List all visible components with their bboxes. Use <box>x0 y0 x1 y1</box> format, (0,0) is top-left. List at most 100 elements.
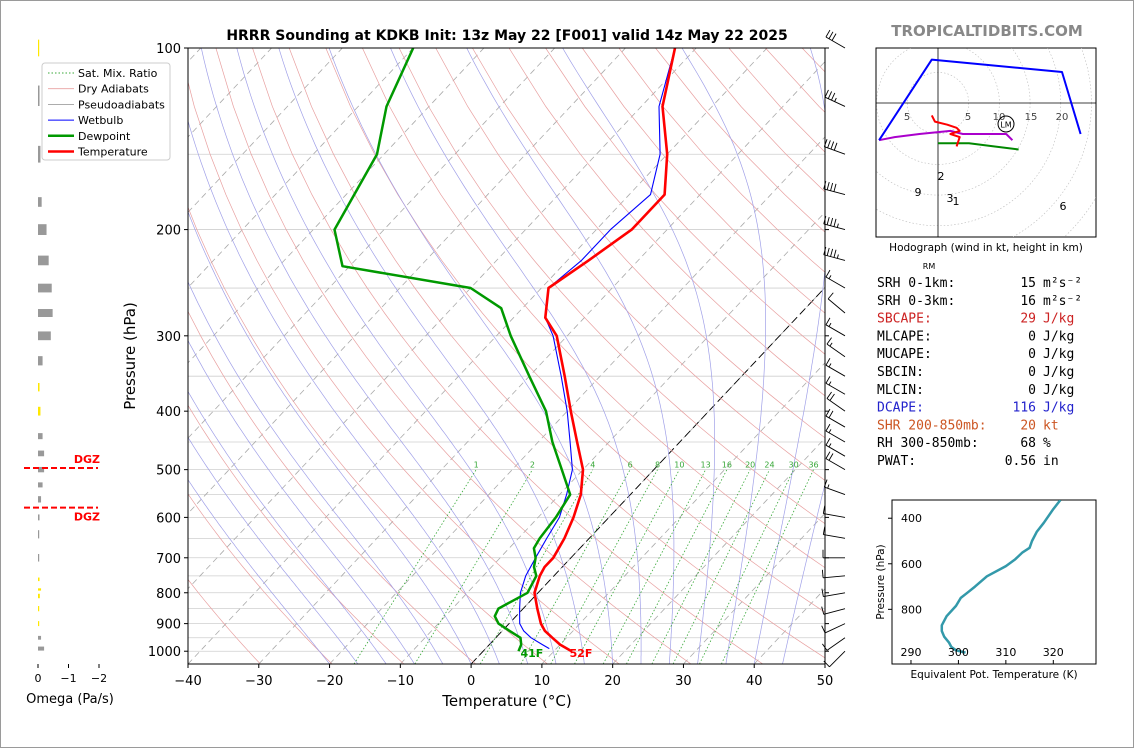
wind-barb <box>821 623 846 634</box>
isotherm-line <box>188 48 485 364</box>
x-tick-label: 30 <box>675 674 692 689</box>
wind-barb <box>825 423 846 443</box>
wind-barb-half-flag <box>827 484 830 489</box>
x-tick-label: 10 <box>534 674 551 689</box>
wind-barb-flag <box>825 438 831 446</box>
index-unit: % <box>1043 436 1051 451</box>
chart-title: HRRR Sounding at KDKB Init: 13z May 22 [… <box>226 28 787 44</box>
wind-barb <box>821 606 846 615</box>
mixing-ratio-label: 8 <box>655 461 660 470</box>
wind-barb-flag <box>826 247 830 256</box>
omega-bar <box>38 482 43 488</box>
wind-barb <box>823 139 846 155</box>
omega-bar <box>38 593 40 599</box>
theta-e-x-tick-label: 300 <box>948 646 969 659</box>
hodograph-trace <box>930 114 961 147</box>
wind-barb <box>825 317 846 337</box>
wind-barb-flag <box>830 248 834 257</box>
dry-adiabat <box>508 48 825 397</box>
mixing-ratio-label: 16 <box>722 461 732 470</box>
pseudoadiabat <box>188 119 500 664</box>
mixing-ratio-label: 1 <box>474 461 479 470</box>
hodograph-frame <box>875 47 1097 238</box>
isotherm-line <box>400 211 825 664</box>
wind-barb-flag <box>825 408 831 417</box>
wind-barb-staff <box>823 575 846 579</box>
wind-barb <box>825 408 846 428</box>
hodograph-ring-label: 20 <box>1056 112 1069 123</box>
theta-e-profile <box>940 500 1062 654</box>
omega-x-tick-label: −2 <box>91 672 107 685</box>
index-value: 15 <box>1020 276 1036 291</box>
omega-bar <box>38 433 43 440</box>
surface-temperature-label: 52F <box>570 647 593 660</box>
index-label: PWAT: <box>877 454 916 469</box>
wind-barb-staff <box>827 298 846 314</box>
pseudoadiabat <box>753 48 825 664</box>
wind-barb <box>825 376 846 395</box>
wind-barb <box>821 588 846 598</box>
wind-barb-half-flag <box>828 322 832 327</box>
legend-entry: Sat. Mix. Ratio <box>78 67 158 80</box>
theta-e-y-tick-label: 400 <box>901 512 922 525</box>
index-unit: J/kg <box>1043 401 1074 416</box>
index-value: 0 <box>1028 329 1036 344</box>
wind-barb-flag <box>823 216 827 225</box>
omega-bar <box>38 530 40 539</box>
wind-barb-flag <box>826 391 832 399</box>
wind-barb-flag <box>833 183 837 192</box>
index-label: RH 300-850mb: <box>877 436 979 451</box>
theta-e-x-tick-label: 310 <box>995 646 1016 659</box>
hodograph-ring-label: 10 <box>993 112 1006 123</box>
wind-barb-staff <box>823 188 846 196</box>
pseudoadiabat <box>466 48 675 664</box>
dgz-label: DGZ <box>74 511 100 524</box>
y-tick-label: 200 <box>156 224 181 239</box>
mixing-ratio-line <box>721 469 814 664</box>
index-value: 0 <box>1028 347 1036 362</box>
wind-barb <box>822 526 846 539</box>
y-tick-label: 900 <box>156 618 181 633</box>
index-unit: kt <box>1043 418 1059 433</box>
index-unit: J/kg <box>1043 347 1074 362</box>
wind-barb <box>824 89 846 107</box>
wind-barb-staff <box>826 343 846 358</box>
isotherm-line <box>188 48 414 289</box>
wind-barb <box>825 29 846 49</box>
isotherm-line <box>612 437 825 664</box>
theta-e-x-tick-label: 320 <box>1043 646 1064 659</box>
wind-barbs <box>821 29 846 668</box>
wind-barb-flag <box>823 246 827 255</box>
wind-barb-staff <box>823 254 846 261</box>
wind-barb-staff <box>823 223 846 231</box>
x-tick-label: −10 <box>387 674 414 689</box>
index-value: 68 <box>1020 436 1036 451</box>
omega-bar <box>38 496 42 503</box>
omega-bar <box>38 382 40 392</box>
pseudoadiabat <box>188 436 359 664</box>
wind-barb-flag <box>822 643 828 651</box>
left-mover-marker <box>997 115 1015 133</box>
wind-barb-staff <box>825 364 846 377</box>
skew-t-legend: Sat. Mix. Ratio Dry Adiabats Pseudoadiabat… <box>41 62 171 161</box>
dry-adiabat <box>398 48 825 525</box>
legend-entry: Wetbulb <box>78 114 123 127</box>
wind-barb-flag <box>827 140 831 149</box>
index-value: 0 <box>1028 383 1036 398</box>
mixing-ratio-label: 36 <box>808 461 818 470</box>
pseudoadiabat <box>328 48 614 664</box>
wind-barb-flag <box>821 569 824 578</box>
omega-bar <box>38 85 40 106</box>
wind-barb-flag <box>825 29 831 38</box>
index-label: SBCIN: <box>877 365 924 380</box>
pseudoadiabat <box>562 48 716 664</box>
hodograph-trace <box>878 58 1082 141</box>
wind-barb-half-flag <box>828 275 832 280</box>
dry-adiabat <box>545 48 825 355</box>
theta-e-y-tick-label: 600 <box>901 558 922 571</box>
dry-adiabat <box>188 206 548 664</box>
dry-adiabat <box>188 578 261 664</box>
mixing-ratio-line <box>414 469 533 664</box>
mixing-ratio-label: 10 <box>674 461 684 470</box>
pseudoadiabat <box>188 281 444 664</box>
